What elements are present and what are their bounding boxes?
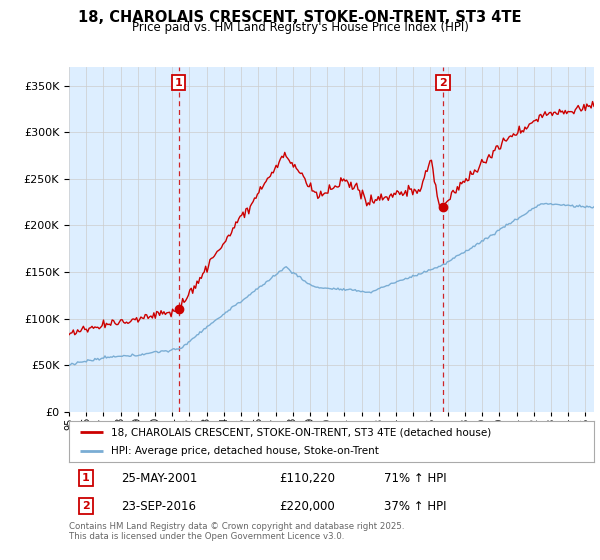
Text: 1: 1	[82, 473, 90, 483]
Text: Price paid vs. HM Land Registry's House Price Index (HPI): Price paid vs. HM Land Registry's House …	[131, 21, 469, 34]
Text: 18, CHAROLAIS CRESCENT, STOKE-ON-TRENT, ST3 4TE: 18, CHAROLAIS CRESCENT, STOKE-ON-TRENT, …	[78, 10, 522, 25]
Text: 37% ↑ HPI: 37% ↑ HPI	[384, 500, 446, 513]
Text: 71% ↑ HPI: 71% ↑ HPI	[384, 472, 446, 484]
Text: 2: 2	[82, 501, 90, 511]
Text: 25-MAY-2001: 25-MAY-2001	[121, 472, 198, 484]
Text: 2: 2	[439, 78, 447, 88]
Text: £220,000: £220,000	[279, 500, 335, 513]
Text: Contains HM Land Registry data © Crown copyright and database right 2025.
This d: Contains HM Land Registry data © Crown c…	[69, 522, 404, 542]
Text: £110,220: £110,220	[279, 472, 335, 484]
Text: HPI: Average price, detached house, Stoke-on-Trent: HPI: Average price, detached house, Stok…	[111, 446, 379, 456]
Text: 18, CHAROLAIS CRESCENT, STOKE-ON-TRENT, ST3 4TE (detached house): 18, CHAROLAIS CRESCENT, STOKE-ON-TRENT, …	[111, 427, 491, 437]
Text: 23-SEP-2016: 23-SEP-2016	[121, 500, 197, 513]
Text: 1: 1	[175, 78, 182, 88]
